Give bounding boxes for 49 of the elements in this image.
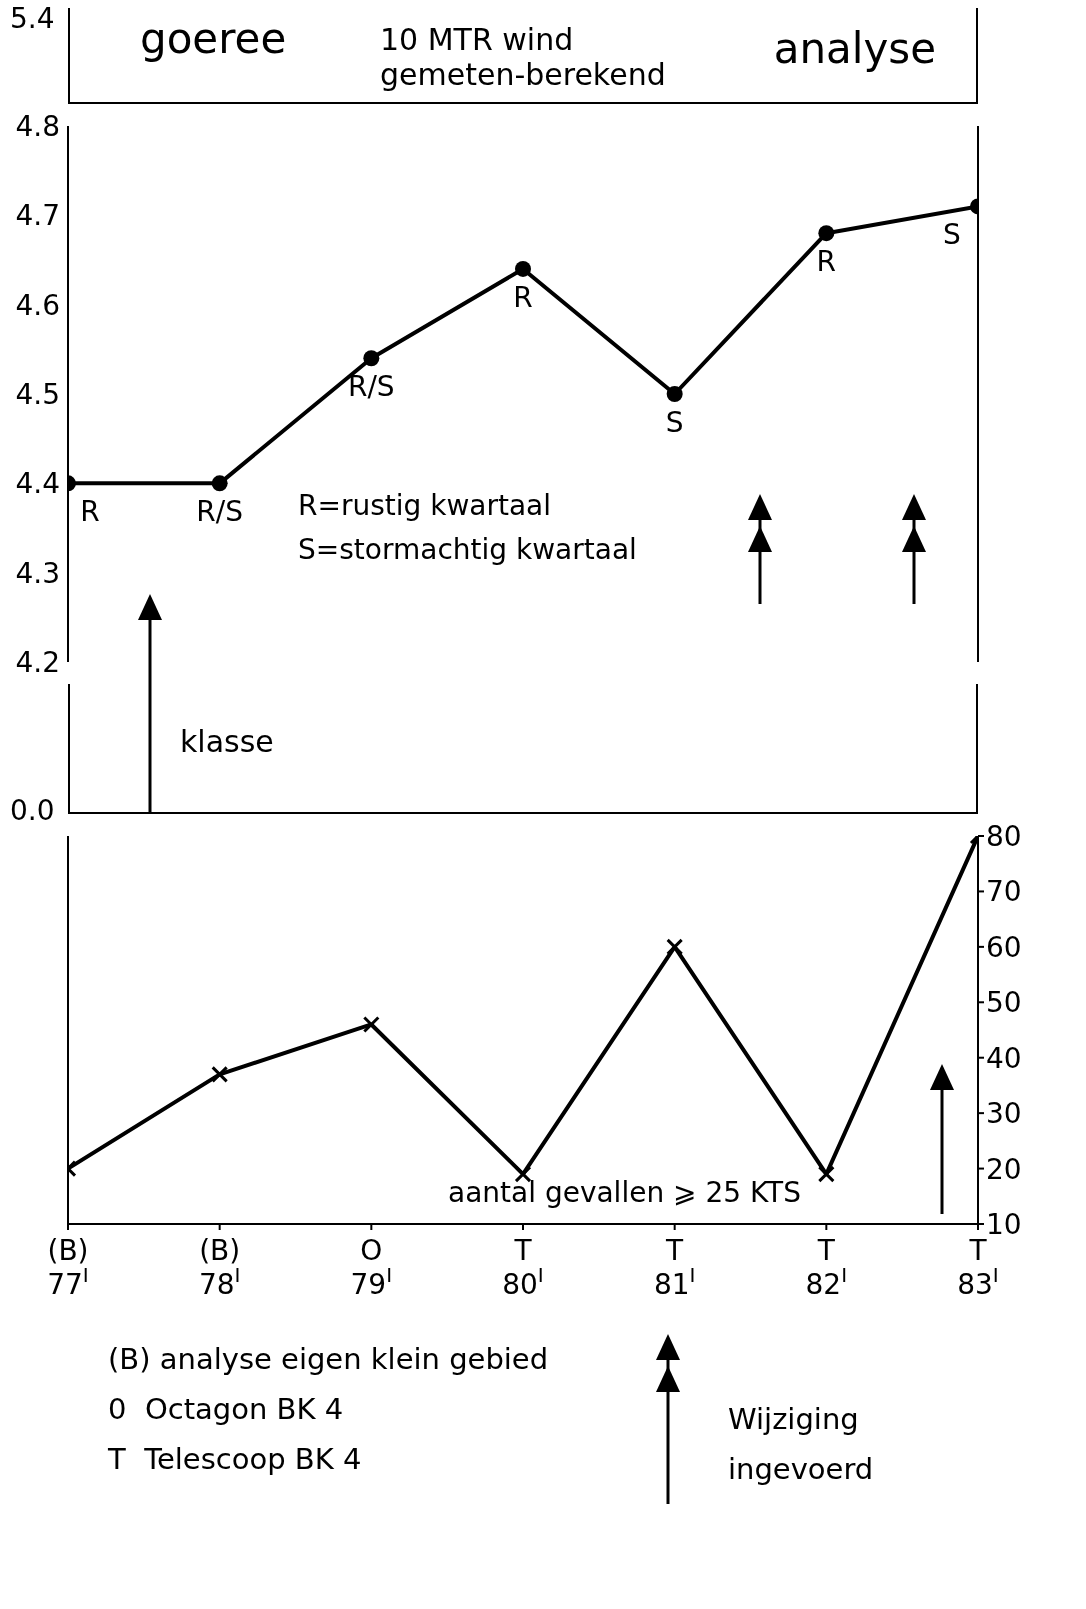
point (817, 1165, 835, 1183)
text: T Telescoop BK 4 (108, 1442, 362, 1476)
y-tick-label: 4.3 (15, 556, 60, 590)
x-tick-label: T 81$^{I}$ (653, 1234, 696, 1301)
text: goeree (140, 14, 287, 63)
y-tick-label: 20 (986, 1152, 1022, 1186)
y-tick-label: 80 (986, 819, 1022, 853)
x-tick-label: (B) 78$^{I}$ (198, 1234, 241, 1301)
y-tick-label: 70 (986, 875, 1022, 909)
annotation: R/S (348, 370, 395, 404)
point (515, 260, 531, 277)
annotation: aantal gevallen ⩾ 25 KTS (448, 1176, 801, 1209)
y-tick-label: 4.5 (15, 377, 60, 411)
y-tick-label: 4.6 (15, 288, 60, 322)
y-tick-label: 50 (986, 986, 1022, 1020)
y-tick-label: 4.7 (15, 199, 60, 233)
point (211, 475, 228, 492)
y-tick-label: 4.2 (15, 645, 60, 679)
y-tick-label: 40 (986, 1041, 1022, 1075)
point (666, 938, 684, 956)
point (818, 225, 835, 242)
y-tick-label: 30 (986, 1097, 1022, 1131)
text: (B) analyse eigen klein gebied (108, 1342, 549, 1376)
annotation: S=stormachtig kwartaal (298, 533, 637, 566)
x-tick-label: O 79$^{I}$ (350, 1234, 393, 1301)
x-tick-label: T 80$^{I}$ (502, 1234, 544, 1301)
annotation: S (665, 406, 684, 439)
annotation: S (943, 218, 961, 252)
y-tick-label: 4.8 (15, 109, 60, 143)
chart-title: 10 MTR wind gemeten-berekend (380, 22, 667, 92)
point (211, 1065, 229, 1083)
annotation: R (816, 245, 837, 279)
text: Wijziging ingevoerd (728, 1401, 875, 1488)
x-tick-label: (B) 77$^{I}$ (47, 1234, 89, 1301)
x-tick-label: T 82$^{I}$ (805, 1234, 848, 1301)
text: 0.0 (10, 794, 55, 827)
annotation: R=rustig kwartaal (298, 489, 552, 522)
point (362, 1015, 380, 1033)
annotation: R/S (196, 495, 243, 529)
y-tick-label: 4.4 (15, 467, 60, 501)
annotation: R (513, 280, 533, 314)
annotation: R (80, 495, 100, 529)
y-tick-label: 60 (986, 930, 1022, 964)
text: klasse (180, 724, 274, 759)
text: 0 Octagon BK 4 (108, 1392, 344, 1426)
text: 5.4 (10, 2, 55, 35)
text: analyse (773, 24, 936, 73)
point (666, 386, 683, 402)
point (363, 350, 380, 367)
